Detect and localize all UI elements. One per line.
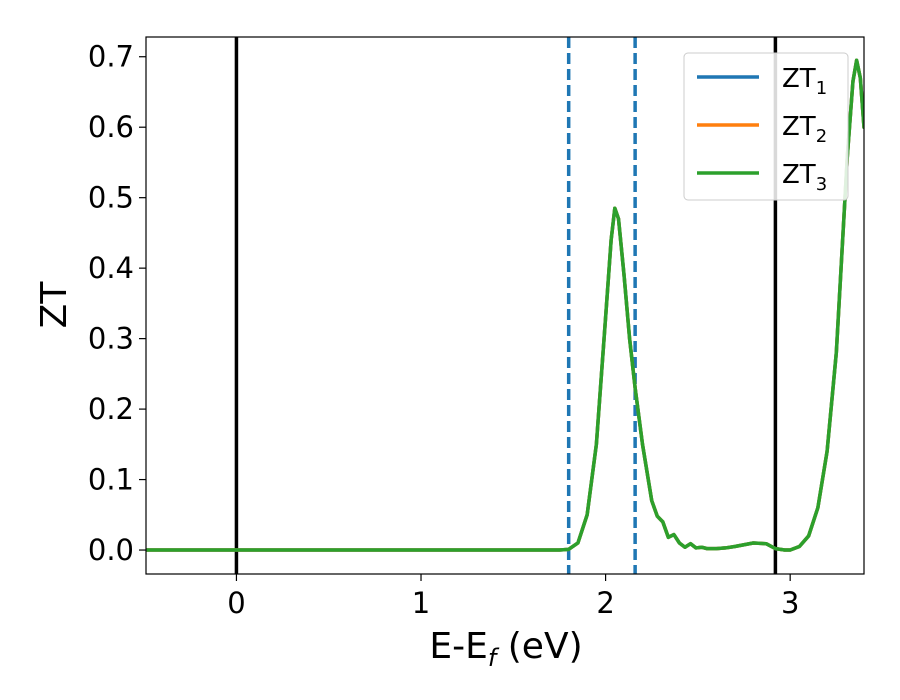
x-axis-title-unit: (eV)	[496, 626, 582, 667]
legend-label-zt2: ZT2	[782, 112, 827, 147]
legend-label-subscript: 3	[816, 174, 827, 195]
tick-layer: 0 1 2 3 0.0 0.1 0.2 0.3 0.4 0.5 0.6 0.7	[88, 40, 800, 620]
y-tick-label-0.3: 0.3	[88, 322, 134, 356]
legend-box	[683, 52, 849, 201]
y-tick-label-0.0: 0.0	[88, 533, 134, 567]
legend-label-zt3: ZT3	[782, 160, 827, 195]
plot-frame	[145, 36, 865, 575]
x-tick-label-0: 0	[227, 586, 245, 620]
x-tick-label-2: 2	[596, 586, 614, 620]
y-tick-label-0.7: 0.7	[88, 40, 134, 74]
legend-label-subscript: 1	[816, 78, 827, 99]
legend-label-subscript: 2	[816, 126, 827, 147]
x-tick-label-1: 1	[412, 586, 430, 620]
y-axis-title: ZT	[34, 281, 75, 329]
y-tick-label-0.6: 0.6	[88, 110, 134, 144]
y-tick-label-0.1: 0.1	[88, 463, 134, 497]
x-tick-label-3: 3	[781, 586, 799, 620]
legend-label-base: ZT	[782, 160, 816, 190]
series-line-zt3	[146, 58, 864, 552]
y-tick-label-0.2: 0.2	[88, 392, 134, 426]
legend-label-base: ZT	[782, 64, 816, 94]
x-axis-title: E-Ef (eV)	[429, 626, 582, 672]
legend-label-base: ZT	[782, 112, 816, 142]
axis-titles: E-Ef (eV) ZT	[34, 281, 583, 672]
legend-label-zt1: ZT1	[782, 64, 827, 99]
x-axis-title-base: E-E	[429, 626, 487, 667]
y-tick-label-0.5: 0.5	[88, 181, 134, 215]
y-tick-label-0.4: 0.4	[88, 251, 134, 285]
